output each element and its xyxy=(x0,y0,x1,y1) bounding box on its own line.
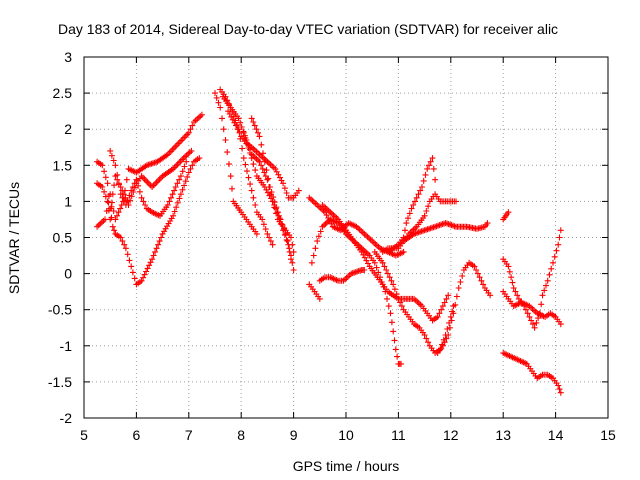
y-axis-label: SDTVAR / TECUs xyxy=(6,182,22,294)
y-tick-label: 1.5 xyxy=(53,157,73,173)
y-tick-label: -2 xyxy=(60,410,73,426)
plus-marks xyxy=(500,350,564,396)
plus-marks xyxy=(316,267,368,284)
series-track-21 xyxy=(500,209,512,223)
plus-marks xyxy=(94,111,205,230)
plus-marks xyxy=(434,259,494,356)
series-track-2 xyxy=(94,155,203,288)
x-tick-label: 15 xyxy=(600,427,616,443)
series-track-10 xyxy=(248,115,294,263)
series-track-24 xyxy=(500,350,564,396)
x-tick-label: 12 xyxy=(443,427,459,443)
x-tick-label: 7 xyxy=(185,427,193,443)
series-track-15 xyxy=(319,202,404,367)
series-track-17 xyxy=(379,155,439,255)
series-track-4 xyxy=(107,147,190,219)
series-track-5 xyxy=(212,90,260,237)
y-tick-label: 1 xyxy=(64,193,72,209)
plus-marks xyxy=(107,147,190,219)
y-tick-label: 2 xyxy=(64,121,72,137)
plus-marks xyxy=(308,216,452,324)
plus-marks xyxy=(500,288,564,328)
series-track-23 xyxy=(500,288,564,328)
x-tick-label: 14 xyxy=(548,427,564,443)
x-tick-label: 11 xyxy=(391,427,406,443)
y-tick-label: -1.5 xyxy=(48,374,72,390)
y-tick-label: -0.5 xyxy=(48,302,72,318)
series-track-20 xyxy=(434,259,494,356)
y-tick-label: 2.5 xyxy=(53,85,73,101)
x-tick-label: 10 xyxy=(338,427,354,443)
plus-marks xyxy=(94,155,203,288)
x-tick-label: 9 xyxy=(290,427,298,443)
plus-marks xyxy=(400,220,491,245)
data-points xyxy=(94,86,564,396)
x-tick-label: 13 xyxy=(495,427,511,443)
series-track-1 xyxy=(94,111,205,230)
plus-marks xyxy=(248,115,294,263)
series-track-3 xyxy=(94,147,195,223)
x-tick-label: 5 xyxy=(80,427,88,443)
x-axis: 5 6 7 8 9 10 11 12 13 14 15 xyxy=(80,57,616,443)
y-axis: -2 -1.5 -1 -0.5 0 0.5 1 1.5 2 2.5 3 xyxy=(48,49,608,426)
plus-marks xyxy=(212,90,260,237)
plus-marks xyxy=(379,155,439,255)
series-track-12 xyxy=(306,281,323,302)
chart-title: Day 183 of 2014, Sidereal Day-to-day VTE… xyxy=(58,21,558,37)
y-tick-label: 0 xyxy=(64,266,72,282)
plus-marks xyxy=(319,202,404,367)
plus-marks xyxy=(219,93,297,255)
series-track-7 xyxy=(219,93,297,255)
plus-marks xyxy=(94,147,195,223)
y-tick-label: -1 xyxy=(60,338,73,354)
y-tick-label: 3 xyxy=(64,49,72,65)
series-track-14 xyxy=(316,267,368,284)
series-track-19 xyxy=(400,220,491,245)
series-track-13 xyxy=(308,216,452,324)
x-axis-label: GPS time / hours xyxy=(293,458,400,474)
plus-marks xyxy=(306,281,323,302)
x-tick-label: 6 xyxy=(133,427,141,443)
y-tick-label: 0.5 xyxy=(53,230,73,246)
x-tick-label: 8 xyxy=(237,427,245,443)
plus-marks xyxy=(500,209,512,223)
grid xyxy=(84,57,608,418)
